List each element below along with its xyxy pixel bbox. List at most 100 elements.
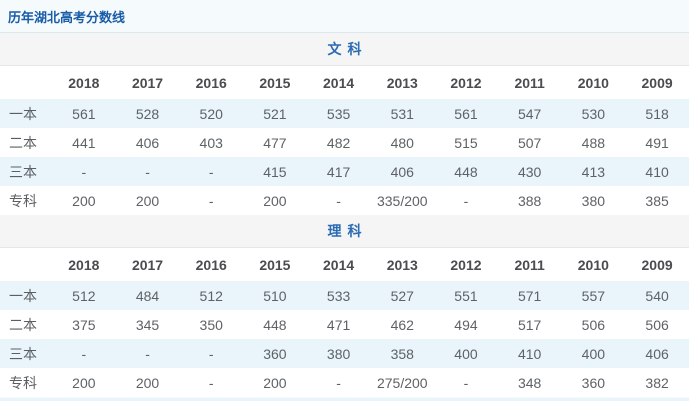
score-cell: 488 [561,128,626,157]
score-table-like: 2018 2017 2016 2015 2014 2013 2012 2011 2010 2009… [0,248,689,397]
score-cell: 360 [561,368,626,397]
score-cell: 561 [434,99,498,128]
score-cell: 335/200 [370,186,435,215]
year-header-cell: 2015 [243,248,307,281]
score-cell: 200 [52,186,116,215]
table-row: 三本 - - -415 417 406 448 430 413 410 [0,157,689,186]
score-cell: 528 [115,99,180,128]
score-cell: 551 [434,281,498,310]
score-cell: 406 [115,128,180,157]
score-cell: 410 [497,339,562,368]
table-row: 二本 441 406 403 477 482 480 515 507 488 491 [0,128,689,157]
score-cell: 348 [497,368,562,397]
score-cell: 517 [497,310,562,339]
score-cell: - [115,339,180,368]
score-cell: - [52,339,116,368]
section-header-wenke: 文科 [0,33,689,66]
score-cell: 494 [434,310,498,339]
score-cell: 480 [370,128,435,157]
score-cell: 557 [561,281,626,310]
score-cell: 510 [243,281,307,310]
score-cell: 507 [497,128,562,157]
score-cell: 382 [625,368,689,397]
score-cell: - [179,368,244,397]
row-label: 三本 [0,157,52,186]
score-cell: 484 [115,281,180,310]
score-cell: 540 [625,281,689,310]
table-row: 专科 200 200-200-335/200-388 380 385 [0,186,689,215]
score-cell: 380 [561,186,626,215]
section-name: 文科 [327,41,368,57]
table-row: 二本 375 345 350 448 471 462 494 517 506 506 [0,310,689,339]
score-cell: 515 [434,128,498,157]
year-header-cell: 2012 [434,66,498,99]
score-cell: - [306,186,371,215]
year-header-cell: 2011 [497,248,562,281]
year-header-cell: 2014 [306,248,371,281]
year-header-cell: 2012 [434,248,498,281]
year-header-cell: 2010 [561,248,626,281]
score-cell: 448 [243,310,307,339]
score-cell: 358 [370,339,435,368]
score-cell: - [434,368,498,397]
row-label: 专科 [0,368,52,397]
title-bar: 历年湖北高考分数线 [0,0,689,33]
year-header-cell: 2014 [306,66,371,99]
score-cell: 200 [243,368,307,397]
score-cell: 413 [561,157,626,186]
section-header-like: 理科 [0,215,689,248]
year-header-cell: 2016 [179,66,244,99]
page-title: 历年湖北高考分数线 [8,9,126,25]
score-cell: - [179,339,244,368]
score-cell: - [179,157,244,186]
year-header-cell: 2018 [52,248,116,281]
score-cell: 360 [243,339,307,368]
sections-container: 文科 2018 2017 2016 2015 2014 2013 2012 2011 2010 20… [0,33,689,397]
year-header-cell: 2009 [625,66,689,99]
score-cell: - [115,157,180,186]
year-header-row: 2018 2017 2016 2015 2014 2013 2012 2011 2010 2009 [0,66,689,99]
score-cell: 345 [115,310,180,339]
score-cell: 533 [306,281,371,310]
score-cell: 200 [52,368,116,397]
score-cell: 385 [625,186,689,215]
year-header-cell: 2013 [370,66,435,99]
row-label: 二本 [0,310,52,339]
score-cell: 403 [179,128,244,157]
year-header-cell: 2010 [561,66,626,99]
score-cell: 530 [561,99,626,128]
bottom-strip [0,397,689,401]
score-cell: 477 [243,128,307,157]
table-row: 三本 - - -360 380 358 400 410 400 406 [0,339,689,368]
score-cell: 406 [370,157,435,186]
score-cell: 406 [625,339,689,368]
score-cell: 200 [115,186,180,215]
score-cell: 415 [243,157,307,186]
year-header-cell: 2009 [625,248,689,281]
score-cell: 375 [52,310,116,339]
corner-cell [0,66,52,99]
score-cell: 200 [115,368,180,397]
year-header-cell: 2018 [52,66,116,99]
score-cell: 561 [52,99,116,128]
row-label: 二本 [0,128,52,157]
year-header-cell: 2015 [243,66,307,99]
row-label: 一本 [0,99,52,128]
score-cell: 482 [306,128,371,157]
score-cell: 512 [52,281,116,310]
score-cell: 441 [52,128,116,157]
score-cell: - [434,186,498,215]
year-header-cell: 2013 [370,248,435,281]
score-cell: 527 [370,281,435,310]
score-cell: 380 [306,339,371,368]
score-cell: 512 [179,281,244,310]
score-cell: - [179,186,244,215]
year-header-cell: 2017 [115,66,180,99]
row-label: 专科 [0,186,52,215]
score-cell: - [52,157,116,186]
table-row: 专科 200 200-200-275/200-348 360 382 [0,368,689,397]
score-cell: 506 [625,310,689,339]
score-cell: 506 [561,310,626,339]
table-row: 一本 512 484 512 510 533 527 551 571 557 540 [0,281,689,310]
